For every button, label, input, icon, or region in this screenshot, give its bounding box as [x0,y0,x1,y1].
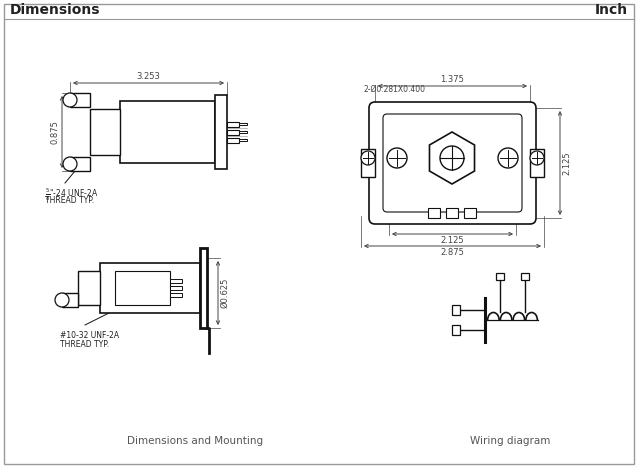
Text: 0.875: 0.875 [51,120,60,144]
Bar [239,139,247,141]
Text: 3.253: 3.253 [137,72,160,81]
Bar [227,130,239,134]
Circle shape [55,293,69,307]
Circle shape [387,148,407,168]
Text: Dimensions: Dimensions [10,3,101,17]
Bar [170,279,182,283]
Bar [239,131,247,133]
Circle shape [440,146,464,170]
Bar [239,123,247,125]
Text: 2-Ø0.281X0.400: 2-Ø0.281X0.400 [363,85,425,94]
Bar [78,271,100,305]
Text: 1.375: 1.375 [441,75,464,84]
Text: Inch: Inch [595,3,628,17]
Bar [521,273,530,280]
Bar [464,208,476,218]
Bar [428,208,440,218]
Bar [70,157,90,171]
FancyBboxPatch shape [383,114,522,212]
Circle shape [498,148,518,168]
Circle shape [63,157,77,171]
Text: #10-32 UNF-2A: #10-32 UNF-2A [60,331,119,340]
Bar [170,286,182,290]
Text: 2.125: 2.125 [562,151,571,175]
Text: $\frac{5}{8}$"-24 UNF-2A: $\frac{5}{8}$"-24 UNF-2A [45,187,98,203]
Bar [446,208,458,218]
Bar [227,122,239,126]
Bar [452,305,460,315]
Bar [227,138,239,142]
Text: Dimensions and Mounting: Dimensions and Mounting [127,436,263,446]
Bar [100,263,200,313]
Circle shape [530,151,544,165]
Text: Ø0.625: Ø0.625 [220,278,229,308]
Bar [530,149,544,177]
Bar [361,149,375,177]
Bar [215,95,227,169]
Bar [170,293,182,297]
Text: THREAD TYP.: THREAD TYP. [60,340,109,349]
Text: 2.875: 2.875 [441,248,464,257]
Bar [200,248,207,328]
Bar [496,273,504,280]
Text: Wiring diagram: Wiring diagram [470,436,550,446]
Circle shape [63,93,77,107]
Text: 2.125: 2.125 [441,236,464,245]
Bar [120,101,215,163]
Bar [115,271,170,305]
Polygon shape [429,132,475,184]
Bar [90,109,120,155]
Circle shape [361,151,375,165]
FancyBboxPatch shape [369,102,536,224]
Bar [62,293,78,307]
Bar [452,325,460,335]
Text: THREAD TYP.: THREAD TYP. [45,196,94,205]
Bar [70,93,90,107]
